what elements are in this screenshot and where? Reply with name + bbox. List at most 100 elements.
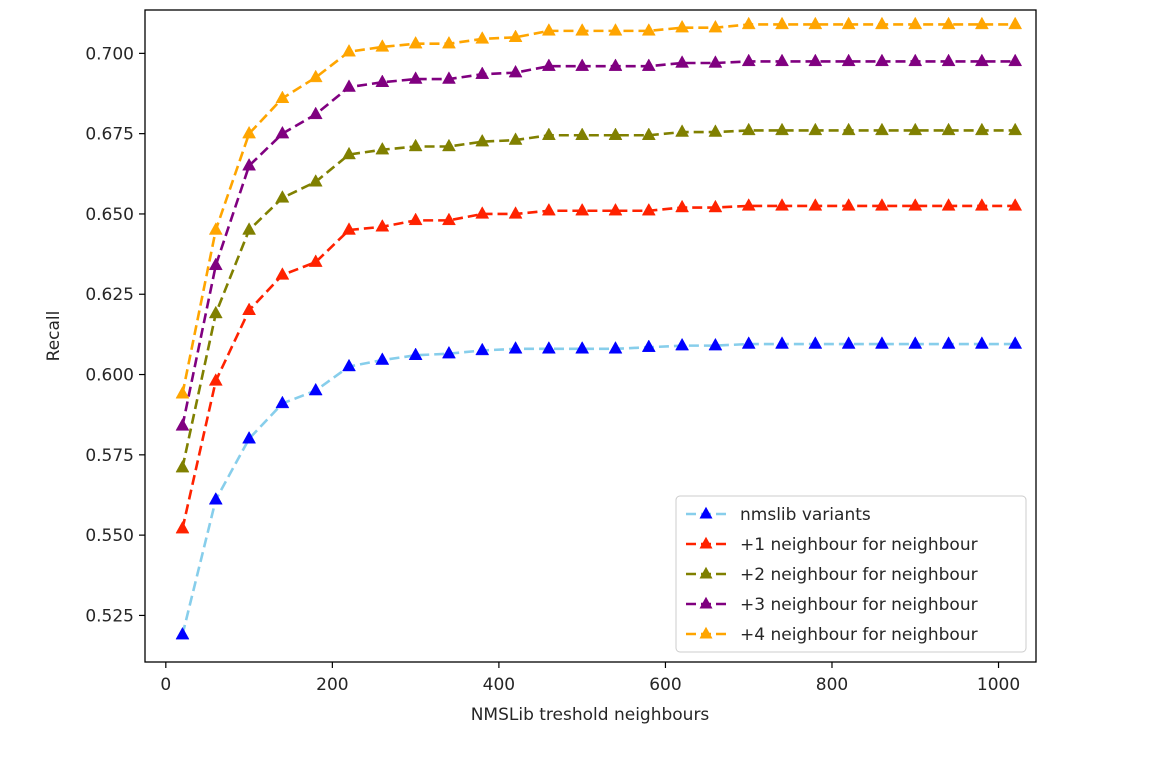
data-point xyxy=(541,202,556,216)
data-point xyxy=(242,158,257,171)
data-point xyxy=(342,43,356,57)
data-point xyxy=(508,341,523,354)
series-line xyxy=(181,129,1016,468)
data-point xyxy=(475,206,490,219)
data-point xyxy=(208,373,223,386)
data-point xyxy=(841,53,856,67)
data-point xyxy=(342,146,356,160)
data-point xyxy=(775,122,789,136)
data-point xyxy=(675,55,690,68)
data-point xyxy=(908,53,923,67)
series-2 xyxy=(175,122,1023,473)
data-point xyxy=(808,16,823,30)
legend-label: +3 neighbour for neighbour xyxy=(740,595,978,615)
data-point xyxy=(541,23,556,36)
data-point xyxy=(208,222,223,235)
data-point xyxy=(442,212,456,226)
data-point xyxy=(375,219,390,232)
data-point xyxy=(408,212,423,226)
data-point xyxy=(608,202,623,216)
data-point xyxy=(541,127,556,140)
data-point xyxy=(974,122,989,136)
data-point xyxy=(875,336,889,349)
data-point xyxy=(208,257,223,271)
y-axis-label: Recall xyxy=(44,311,64,362)
data-point xyxy=(275,395,290,409)
data-point xyxy=(475,342,490,356)
data-point xyxy=(641,58,656,71)
series-line xyxy=(181,60,1016,427)
data-point xyxy=(508,29,523,42)
data-point xyxy=(408,71,423,84)
data-point xyxy=(641,339,656,352)
y-tick-label: 0.625 xyxy=(85,285,134,305)
series-line xyxy=(181,342,1016,636)
data-point xyxy=(775,16,789,30)
data-point xyxy=(541,341,556,354)
data-point xyxy=(308,106,323,120)
data-point xyxy=(208,305,223,319)
data-point xyxy=(641,202,656,216)
data-point xyxy=(974,16,989,30)
data-point xyxy=(775,336,789,349)
y-axis: 0.525 0.550 0.575 0.600 0.625 0.650 0.675 0.700 xyxy=(85,44,145,626)
legend-entry: +4 neighbour for neighbour xyxy=(686,625,978,645)
x-tick-label: 0 xyxy=(160,675,171,695)
data-point xyxy=(908,16,923,30)
x-tick-label: 800 xyxy=(816,675,848,695)
data-point xyxy=(741,122,756,136)
series-line xyxy=(181,23,1016,395)
data-point xyxy=(342,79,356,92)
data-point xyxy=(575,202,590,216)
data-point xyxy=(375,352,390,365)
data-point xyxy=(175,626,190,640)
data-point xyxy=(741,198,756,211)
data-point xyxy=(941,122,956,136)
data-point xyxy=(408,35,423,49)
y-tick-label: 0.650 xyxy=(85,205,134,225)
data-point xyxy=(442,345,456,359)
data-point xyxy=(1008,336,1023,349)
y-tick-label: 0.525 xyxy=(85,606,134,626)
data-point xyxy=(908,198,923,211)
data-point xyxy=(708,19,723,33)
plot-area xyxy=(144,9,1037,663)
data-point xyxy=(808,198,823,211)
data-point xyxy=(242,302,257,316)
data-point xyxy=(275,90,290,104)
x-tick-label: 600 xyxy=(649,675,681,695)
y-tick-label: 0.575 xyxy=(85,446,134,466)
legend-marker xyxy=(699,596,713,609)
data-point xyxy=(941,198,956,211)
data-point xyxy=(908,336,923,349)
legend-marker xyxy=(699,506,713,519)
data-point xyxy=(275,125,290,139)
data-point xyxy=(175,386,190,399)
data-point xyxy=(608,58,623,71)
data-point xyxy=(1008,16,1023,30)
x-tick-label: 200 xyxy=(316,675,348,695)
y-tick-label: 0.550 xyxy=(85,526,134,546)
data-point xyxy=(708,199,723,213)
legend-entry: +2 neighbour for neighbour xyxy=(686,565,978,585)
x-axis: 0 200 400 600 800 1000 xyxy=(160,662,1020,695)
data-point xyxy=(508,206,523,219)
data-point xyxy=(808,336,823,349)
data-point xyxy=(342,358,356,372)
data-point xyxy=(541,58,556,71)
data-point xyxy=(675,199,690,213)
data-point xyxy=(608,341,623,354)
legend-marker xyxy=(699,536,713,549)
data-point xyxy=(608,23,623,36)
data-point xyxy=(775,198,789,211)
data-point xyxy=(841,198,856,211)
data-point xyxy=(308,382,323,396)
data-point xyxy=(508,132,523,145)
data-point xyxy=(408,138,423,152)
data-point xyxy=(308,174,323,187)
series-1 xyxy=(175,198,1023,534)
data-point xyxy=(841,336,856,349)
data-point xyxy=(475,31,490,44)
data-point xyxy=(608,127,623,140)
legend-entry: +1 neighbour for neighbour xyxy=(686,535,978,555)
